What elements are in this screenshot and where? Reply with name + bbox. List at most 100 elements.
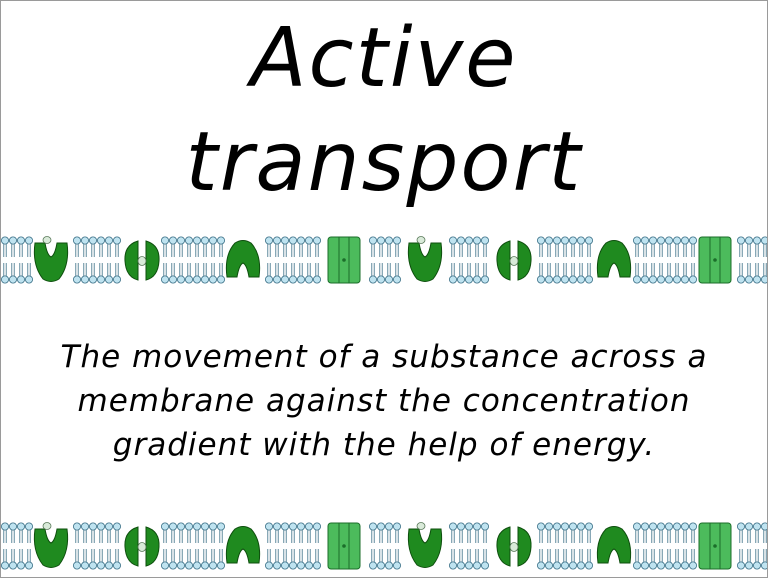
phospholipid-icon — [8, 522, 17, 570]
phospholipid-icon — [673, 522, 682, 570]
phospholipid-icon — [569, 236, 578, 284]
phospholipid-icon — [537, 236, 546, 284]
phospholipid-icon — [761, 522, 767, 570]
phospholipid-icon — [753, 522, 762, 570]
phospholipid-icon — [633, 236, 642, 284]
membrane-svg — [1, 236, 767, 284]
phospholipid-icon — [641, 522, 650, 570]
phospholipid-icon — [105, 522, 114, 570]
phospholipid-icon — [73, 522, 82, 570]
phospholipid-icon — [561, 236, 570, 284]
phospholipid-icon — [657, 522, 666, 570]
phospholipid-icon — [296, 522, 305, 570]
phospholipid-icon — [376, 522, 385, 570]
phospholipid-icon — [8, 236, 17, 284]
phospholipid-icon — [304, 522, 313, 570]
phospholipid-icon — [665, 236, 674, 284]
phospholipid-icon — [81, 236, 90, 284]
phospholipid-icon — [272, 236, 281, 284]
phospholipid-icon — [673, 236, 682, 284]
phospholipid-icon — [200, 236, 209, 284]
carrier-side-icon — [496, 526, 532, 567]
carrier-side-icon — [124, 240, 160, 281]
channel-protein-icon — [327, 236, 361, 284]
phospholipid-icon — [456, 522, 465, 570]
phospholipid-icon — [745, 236, 754, 284]
phospholipid-icon — [392, 522, 401, 570]
phospholipid-icon — [545, 522, 554, 570]
phospholipid-icon — [200, 522, 209, 570]
phospholipid-icon — [464, 522, 473, 570]
phospholipid-icon — [545, 236, 554, 284]
channel-protein-icon — [327, 522, 361, 570]
phospholipid-icon — [216, 236, 225, 284]
phospholipid-icon — [681, 522, 690, 570]
phospholipid-icon — [192, 236, 201, 284]
phospholipid-icon — [745, 522, 754, 570]
phospholipid-icon — [264, 522, 273, 570]
membrane-strip-top — [1, 235, 767, 285]
phospholipid-icon — [689, 522, 698, 570]
phospholipid-icon — [665, 522, 674, 570]
phospholipid-icon — [368, 236, 377, 284]
phospholipid-icon — [16, 236, 25, 284]
phospholipid-icon — [113, 522, 122, 570]
title-line-2: transport — [185, 115, 583, 210]
phospholipid-icon — [272, 522, 281, 570]
title-line-1: Active — [250, 11, 518, 106]
phospholipid-icon — [448, 236, 457, 284]
slide-title: Active transport — [1, 7, 767, 215]
phospholipid-icon — [456, 236, 465, 284]
phospholipid-icon — [480, 236, 489, 284]
phospholipid-icon — [577, 236, 586, 284]
phospholipid-icon — [577, 522, 586, 570]
phospholipid-icon — [472, 522, 481, 570]
phospholipid-icon — [649, 236, 658, 284]
phospholipid-icon — [761, 236, 767, 284]
phospholipid-icon — [537, 522, 546, 570]
phospholipid-icon — [384, 236, 393, 284]
phospholipid-icon — [312, 522, 321, 570]
phospholipid-icon — [264, 236, 273, 284]
phospholipid-icon — [168, 236, 177, 284]
phospholipid-icon — [1, 522, 9, 570]
phospholipid-icon — [168, 522, 177, 570]
phospholipid-icon — [280, 522, 289, 570]
phospholipid-icon — [368, 522, 377, 570]
phospholipid-icon — [160, 236, 169, 284]
phospholipid-icon — [448, 522, 457, 570]
phospholipid-icon — [384, 522, 393, 570]
channel-protein-icon — [698, 236, 732, 284]
phospholipid-icon — [464, 236, 473, 284]
phospholipid-icon — [288, 236, 297, 284]
phospholipid-icon — [192, 522, 201, 570]
phospholipid-icon — [689, 236, 698, 284]
phospholipid-icon — [480, 522, 489, 570]
phospholipid-icon — [73, 236, 82, 284]
phospholipid-icon — [553, 236, 562, 284]
phospholipid-icon — [89, 236, 98, 284]
carrier-open-bottom-icon — [225, 240, 261, 278]
phospholipid-icon — [89, 522, 98, 570]
carrier-open-top-icon — [33, 522, 69, 568]
phospholipid-icon — [208, 522, 217, 570]
phospholipid-icon — [216, 522, 225, 570]
phospholipid-icon — [184, 236, 193, 284]
channel-protein-icon — [698, 522, 732, 570]
carrier-open-bottom-icon — [596, 240, 632, 278]
carrier-open-bottom-icon — [596, 526, 632, 564]
phospholipid-icon — [208, 236, 217, 284]
phospholipid-icon — [681, 236, 690, 284]
phospholipid-icon — [97, 522, 106, 570]
phospholipid-icon — [312, 236, 321, 284]
phospholipid-icon — [633, 522, 642, 570]
phospholipid-icon — [561, 522, 570, 570]
phospholipid-icon — [657, 236, 666, 284]
membrane-svg — [1, 522, 767, 570]
phospholipid-icon — [553, 522, 562, 570]
phospholipid-icon — [304, 236, 313, 284]
carrier-open-top-icon — [407, 236, 443, 282]
membrane-strip-bottom — [1, 521, 767, 571]
phospholipid-icon — [1, 236, 9, 284]
